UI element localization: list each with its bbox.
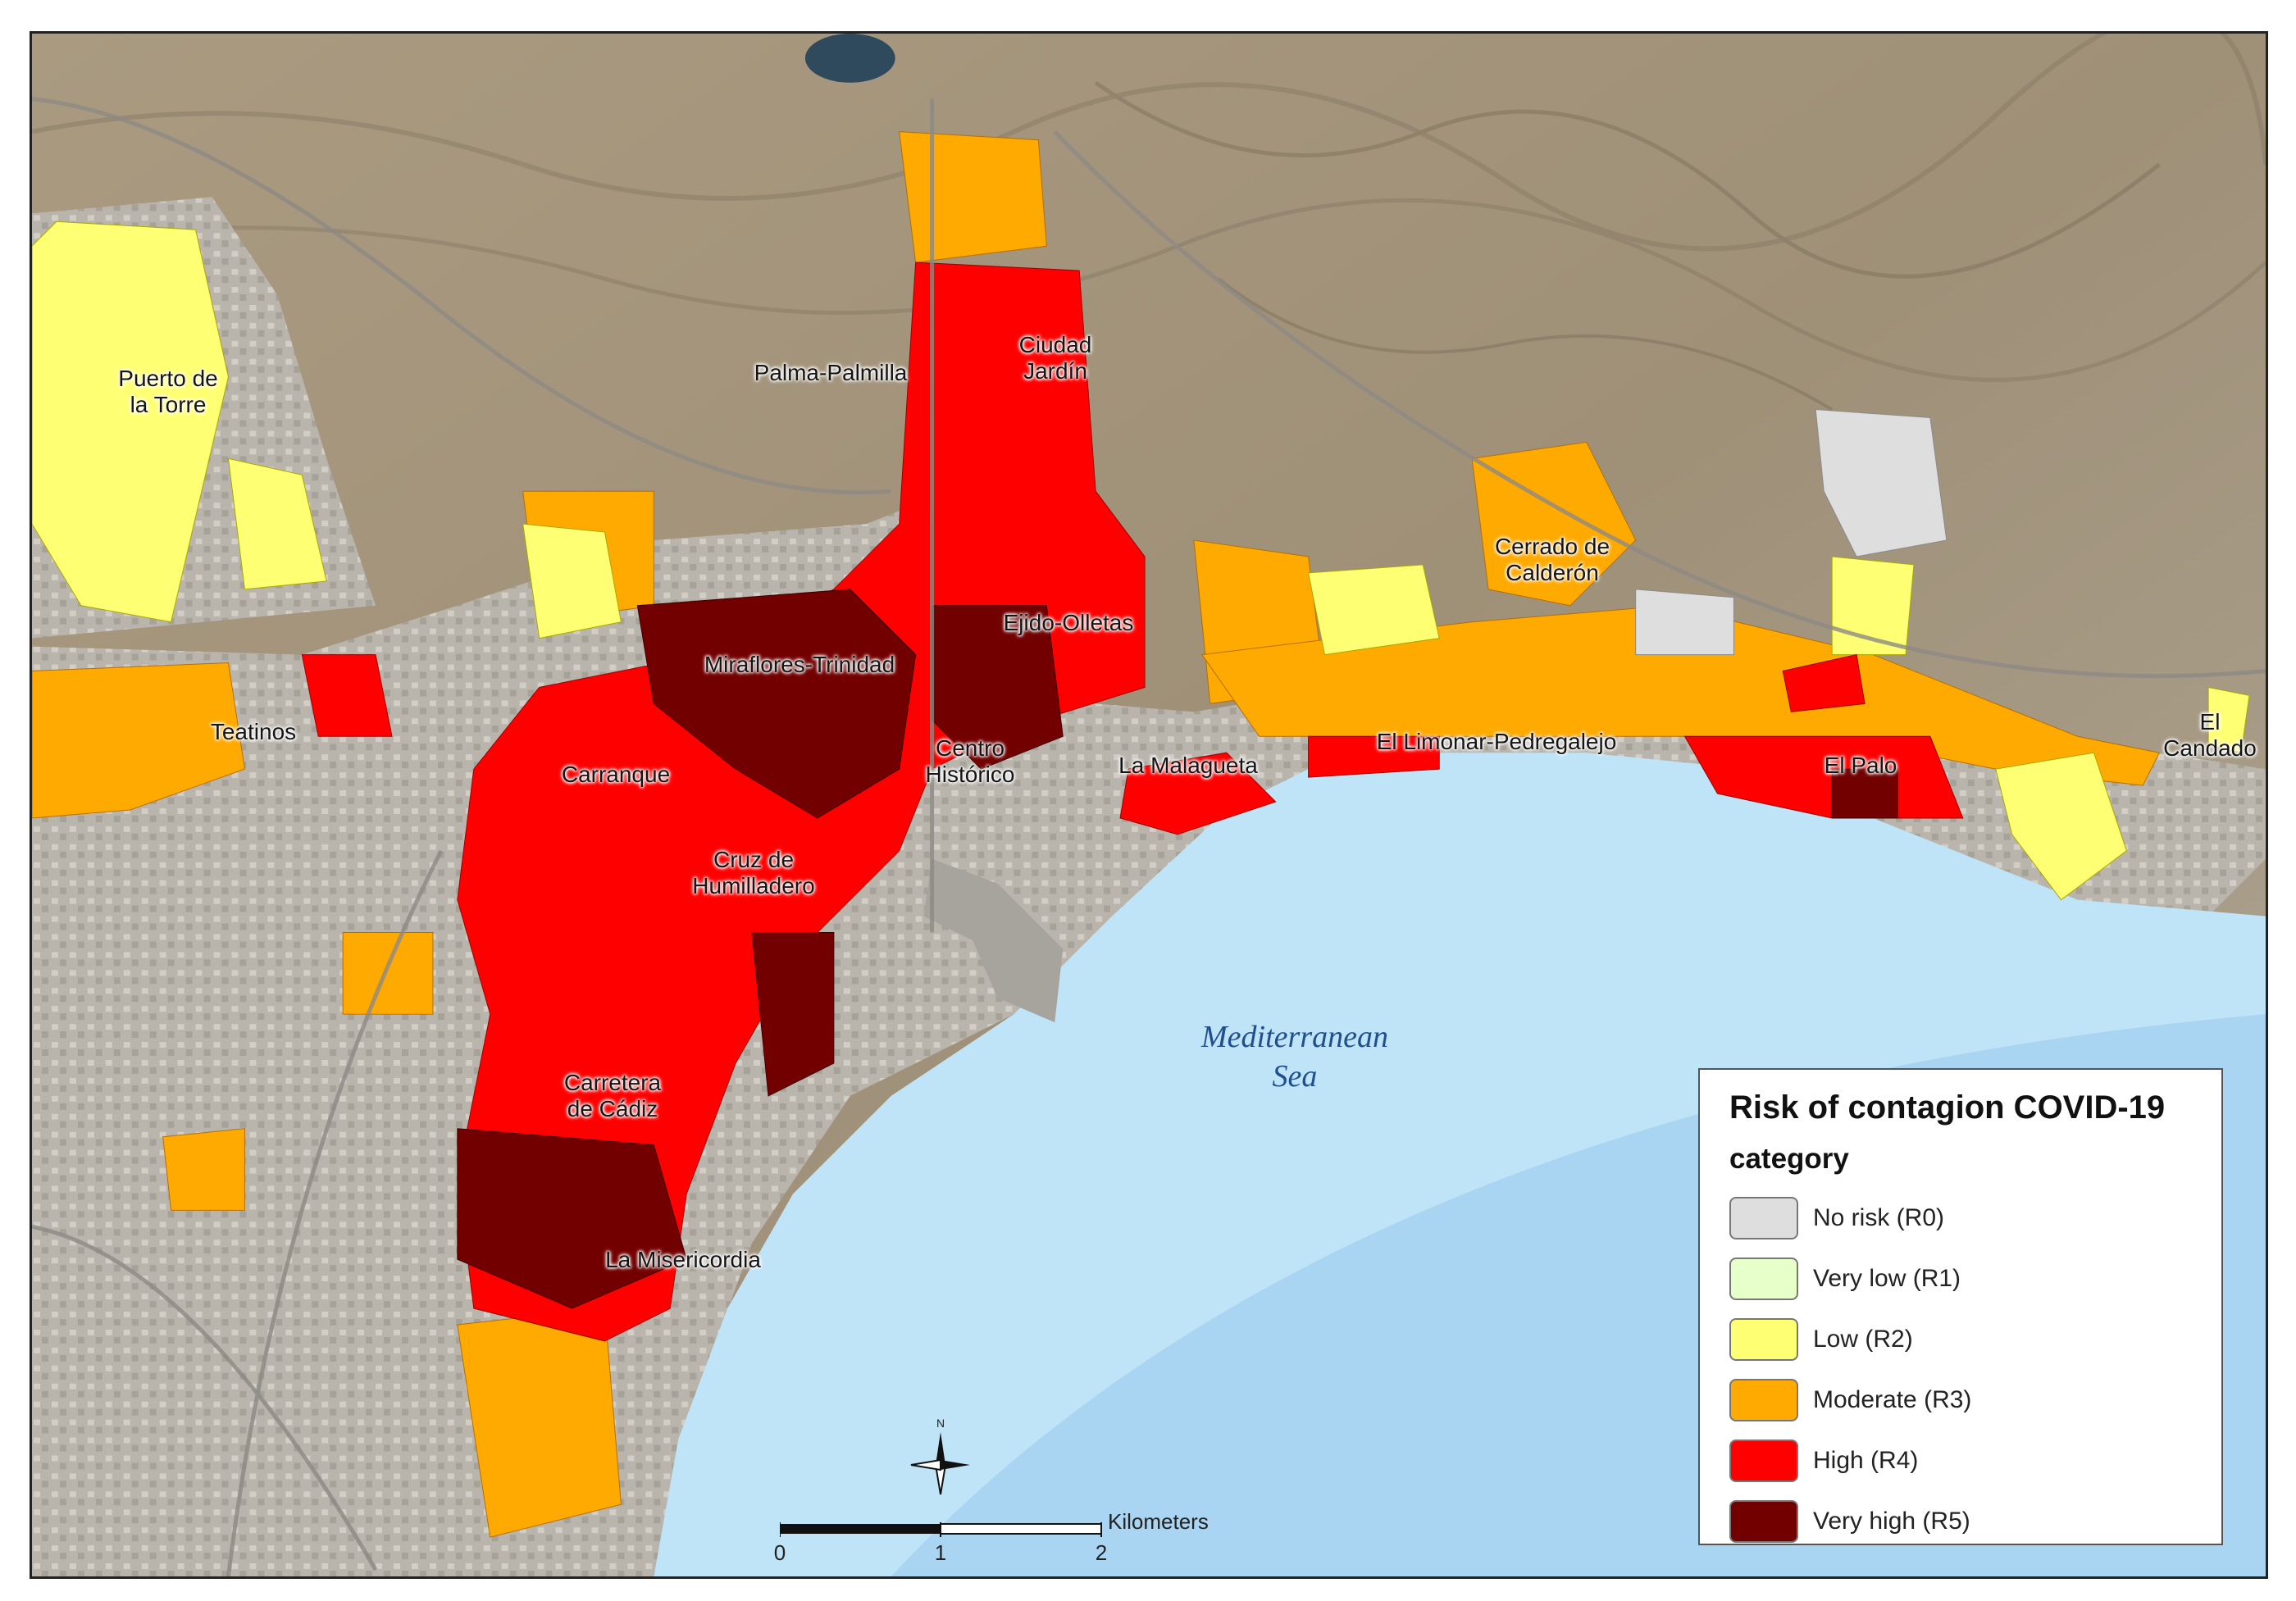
scale-tick-label: 0 [773,1540,786,1565]
legend-swatch [1729,1318,1798,1361]
sea-label: Mediterranean Sea [1201,1020,1388,1094]
north-arrow-label: N [936,1417,945,1430]
place-label: Cruz de Humilladero [692,847,815,898]
legend-title: Risk of contagion COVID-19 [1729,1089,2166,1126]
place-label: El Palo [1824,753,1897,778]
roads [32,97,2266,1576]
place-label: Miraflores-Trinidad [704,652,895,677]
place-label: La Malagueta [1118,753,1258,778]
place-label: El Limonar-Pedregalejo [1376,729,1617,754]
zones-norisk [1635,408,1947,656]
reservoir [804,34,895,83]
legend-swatch [1729,1440,1798,1482]
legend-subtitle: category [1729,1143,1849,1175]
scale-unit-label: Kilometers [1108,1509,1209,1534]
legend-swatch [1729,1500,1798,1543]
place-label: Palma-Palmilla [754,360,908,385]
legend-label: Very high (R5) [1813,1508,1970,1535]
place-label: Ciudad Jardín [1018,332,1092,384]
place-label: La Misericordia [605,1247,761,1272]
place-label: Centro Histórico [925,735,1015,787]
scale-tick-label: 2 [1095,1540,1108,1565]
place-label: Carranque [561,762,671,787]
legend-item: Very low (R1) [1729,1249,2221,1309]
place-label: Cerrado de Calderón [1494,534,1610,585]
legend-label: Very low (R1) [1813,1265,1961,1292]
legend-item: Very high (R5) [1729,1491,2221,1552]
place-label: El Candado [2163,709,2257,761]
legend-label: High (R4) [1813,1447,1919,1474]
legend-swatch [1729,1379,1798,1421]
zones-low [32,221,2250,901]
place-label: Carretera de Cádiz [563,1070,662,1121]
map-frame: Puerto de la Torre Palma-Palmilla Ciudad… [30,31,2268,1579]
legend-item: No risk (R0) [1729,1188,2221,1249]
legend-item: Moderate (R3) [1729,1370,2221,1430]
legend-label: Moderate (R3) [1813,1386,1972,1413]
port [923,858,1064,1023]
legend: Risk of contagion COVID-19 category No r… [1698,1068,2223,1545]
legend-item: Low (R2) [1729,1309,2221,1370]
legend-swatch [1729,1197,1798,1239]
scale-tick-label: 1 [934,1540,947,1565]
place-label: Puerto de la Torre [118,366,218,417]
north-arrow-icon: N [910,1417,970,1495]
legend-swatch [1729,1258,1798,1300]
place-label: Teatinos [210,719,297,744]
place-label: Ejido-Olletas [1003,610,1134,635]
zones-veryhigh [457,589,1898,1309]
scale-bar: 0 1 2 Kilometers [774,1509,1209,1576]
scale-bar-graphic [780,1522,1102,1537]
legend-label: Low (R2) [1813,1326,1913,1353]
legend-label: No risk (R0) [1813,1204,1945,1231]
legend-item: High (R4) [1729,1430,2221,1491]
